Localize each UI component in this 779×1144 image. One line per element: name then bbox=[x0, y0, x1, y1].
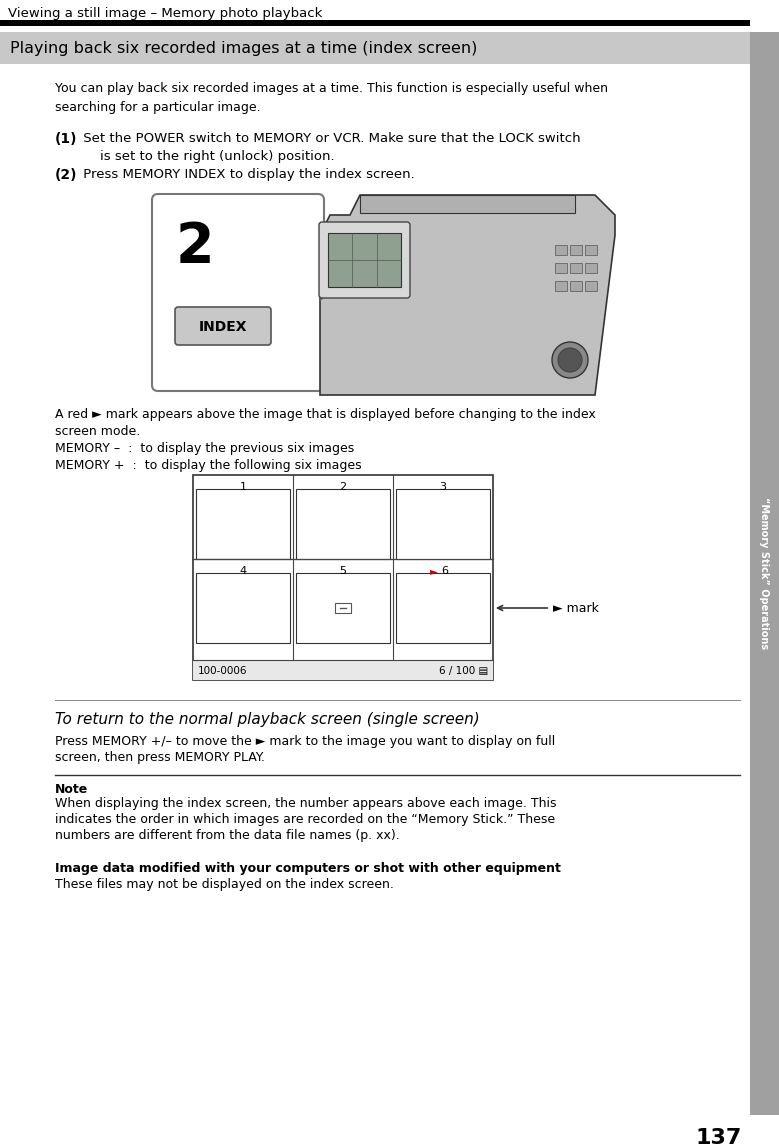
Circle shape bbox=[558, 348, 582, 372]
Bar bbox=[0, 19, 750, 26]
Circle shape bbox=[552, 342, 588, 378]
Bar bbox=[335, 603, 351, 613]
Text: screen, then press MEMORY PLAY.: screen, then press MEMORY PLAY. bbox=[55, 750, 265, 764]
Text: 100-0006: 100-0006 bbox=[198, 666, 248, 676]
Text: 6 / 100 ▤: 6 / 100 ▤ bbox=[439, 666, 488, 676]
Text: Press MEMORY +/– to move the ► mark to the image you want to display on full: Press MEMORY +/– to move the ► mark to t… bbox=[55, 734, 555, 748]
Bar bbox=[296, 573, 390, 643]
Text: 5: 5 bbox=[340, 566, 347, 575]
Text: When displaying the index screen, the number appears above each image. This: When displaying the index screen, the nu… bbox=[55, 797, 556, 810]
Text: Playing back six recorded images at a time (index screen): Playing back six recorded images at a ti… bbox=[10, 41, 478, 56]
Text: 6: 6 bbox=[442, 566, 449, 575]
Text: 3: 3 bbox=[439, 482, 446, 492]
Bar bbox=[296, 488, 390, 559]
Text: Note: Note bbox=[55, 782, 88, 796]
Bar bbox=[570, 263, 582, 273]
Text: (1): (1) bbox=[55, 132, 77, 146]
Bar bbox=[570, 245, 582, 255]
Text: To return to the normal playback screen (single screen): To return to the normal playback screen … bbox=[55, 712, 480, 726]
Polygon shape bbox=[320, 194, 615, 395]
Text: numbers are different from the data file names (p. xx).: numbers are different from the data file… bbox=[55, 829, 400, 842]
Text: A red ► mark appears above the image that is displayed before changing to the in: A red ► mark appears above the image tha… bbox=[55, 408, 596, 421]
Text: You can play back six recorded images at a time. This function is especially use: You can play back six recorded images at… bbox=[55, 82, 608, 114]
Text: MEMORY –  :  to display the previous six images: MEMORY – : to display the previous six i… bbox=[55, 442, 354, 455]
FancyBboxPatch shape bbox=[319, 222, 410, 297]
Bar bbox=[196, 488, 290, 559]
Text: INDEX: INDEX bbox=[199, 320, 247, 334]
Bar bbox=[555, 263, 567, 273]
Text: MEMORY +  :  to display the following six images: MEMORY + : to display the following six … bbox=[55, 459, 361, 472]
Text: 2: 2 bbox=[176, 220, 215, 275]
Bar bbox=[396, 488, 490, 559]
Bar bbox=[396, 573, 490, 643]
Bar bbox=[555, 245, 567, 255]
Bar bbox=[555, 281, 567, 291]
Text: 4: 4 bbox=[239, 566, 247, 575]
Bar bbox=[193, 475, 493, 680]
Bar bbox=[750, 32, 779, 1115]
Text: Set the POWER switch to MEMORY or VCR. Make sure that the LOCK switch: Set the POWER switch to MEMORY or VCR. M… bbox=[79, 132, 580, 145]
Text: Press MEMORY INDEX to display the index screen.: Press MEMORY INDEX to display the index … bbox=[79, 168, 414, 181]
Text: screen mode.: screen mode. bbox=[55, 426, 140, 438]
FancyBboxPatch shape bbox=[152, 194, 324, 391]
Bar bbox=[328, 233, 401, 287]
Text: These files may not be displayed on the index screen.: These files may not be displayed on the … bbox=[55, 877, 394, 891]
Text: Image data modified with your computers or shot with other equipment: Image data modified with your computers … bbox=[55, 861, 561, 875]
Text: 137: 137 bbox=[696, 1128, 742, 1144]
FancyBboxPatch shape bbox=[175, 307, 271, 345]
Text: “Memory Stick” Operations: “Memory Stick” Operations bbox=[760, 498, 770, 650]
Text: Viewing a still image – Memory photo playback: Viewing a still image – Memory photo pla… bbox=[8, 7, 323, 19]
Text: 2: 2 bbox=[340, 482, 347, 492]
Bar bbox=[585, 281, 597, 291]
Bar bbox=[360, 194, 575, 213]
Text: 1: 1 bbox=[239, 482, 246, 492]
Bar bbox=[196, 573, 290, 643]
Bar bbox=[0, 32, 750, 64]
Text: ►: ► bbox=[430, 566, 438, 575]
Text: ► mark: ► mark bbox=[498, 602, 599, 614]
Text: (2): (2) bbox=[55, 168, 77, 182]
Text: is set to the right (unlock) position.: is set to the right (unlock) position. bbox=[100, 150, 335, 162]
Bar bbox=[193, 660, 493, 680]
Bar bbox=[585, 245, 597, 255]
Bar bbox=[570, 281, 582, 291]
Text: indicates the order in which images are recorded on the “Memory Stick.” These: indicates the order in which images are … bbox=[55, 813, 555, 826]
Bar bbox=[585, 263, 597, 273]
